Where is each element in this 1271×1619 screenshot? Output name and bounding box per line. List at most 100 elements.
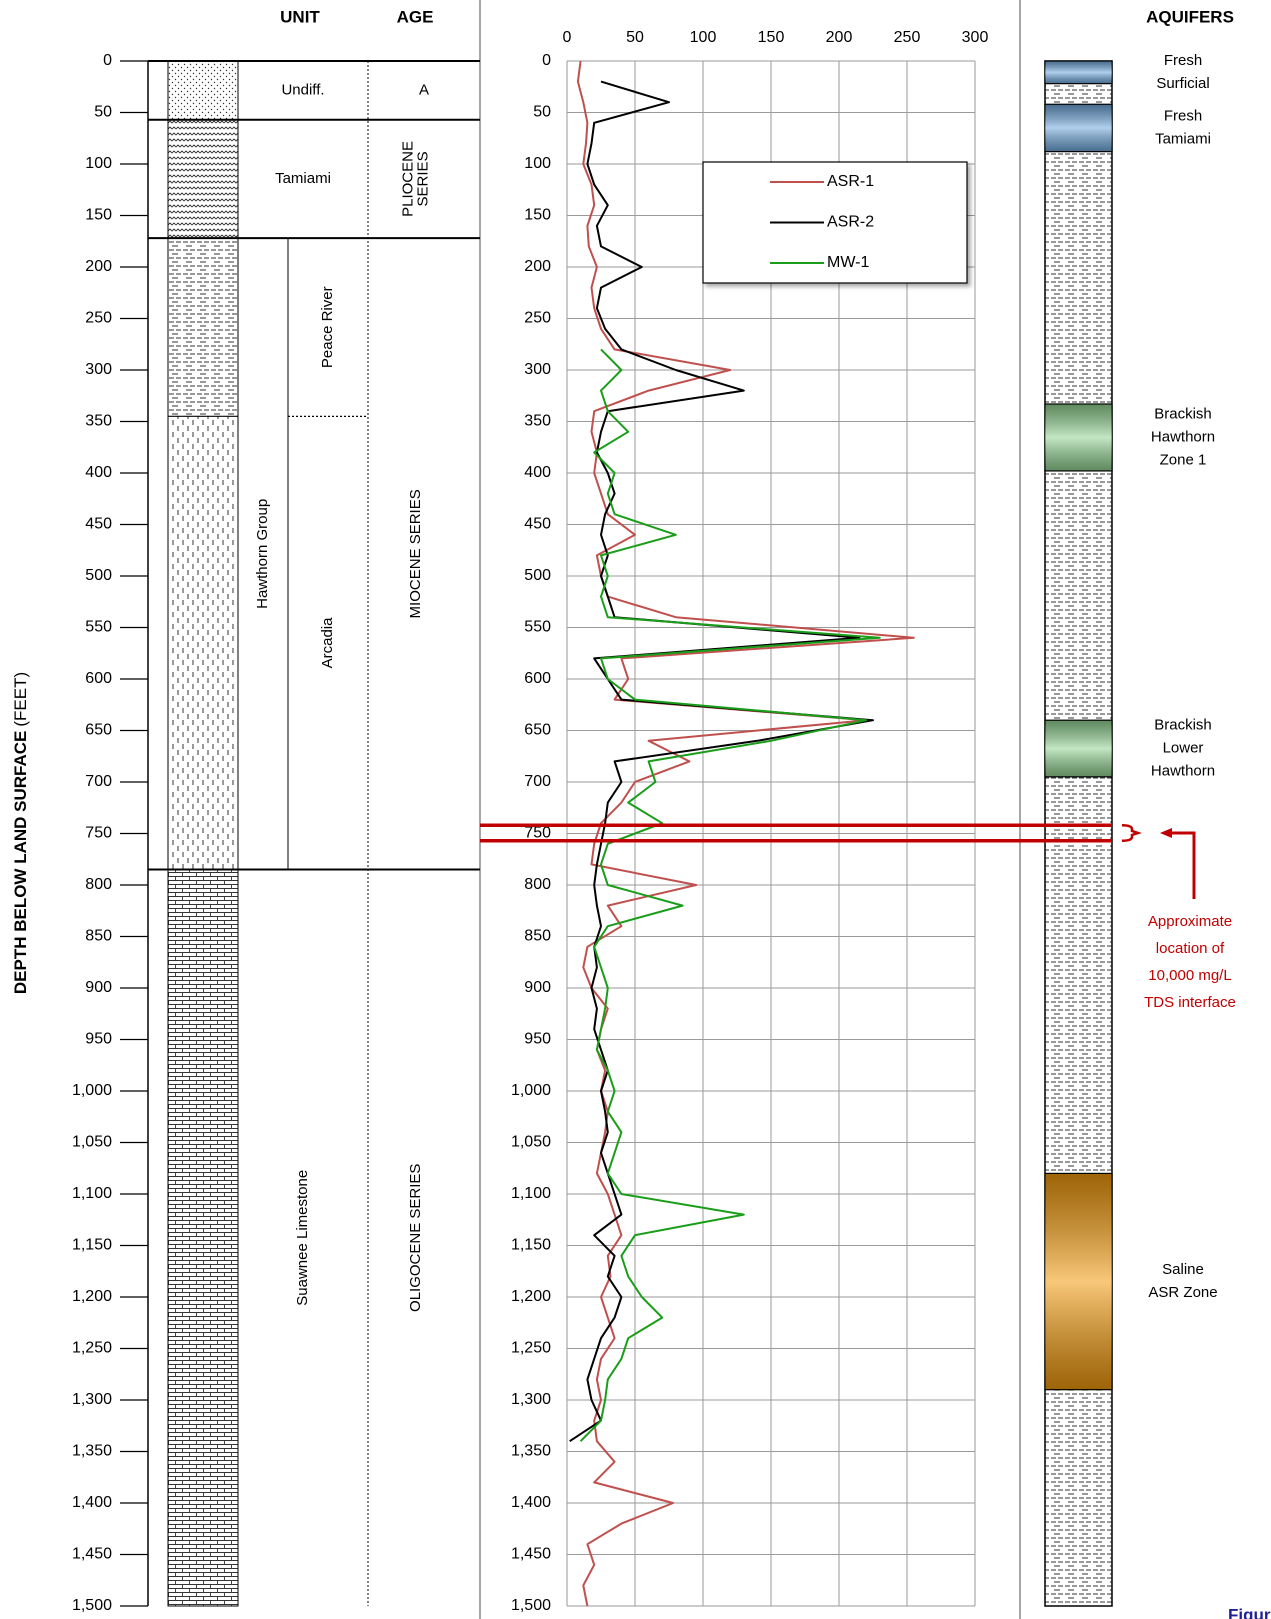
bracket [1122, 825, 1138, 840]
y-tick-label: 250 [524, 310, 551, 327]
y-tick-label: 450 [524, 516, 551, 533]
age-label: OLIGOCENE SERIES [407, 1164, 424, 1312]
depth-tick-label: 400 [85, 464, 112, 481]
aquifer-label: Hawthorn [1151, 428, 1215, 445]
x-tick-label: 0 [563, 29, 572, 46]
depth-tick-label: 600 [85, 670, 112, 687]
y-axis-unit: (FEET) [11, 672, 30, 727]
unit-label: Arcadia [319, 617, 336, 669]
figure-label: Figure 11 [1228, 1605, 1271, 1619]
unit-label: Suawnee Limestone [294, 1170, 311, 1306]
lithology [168, 61, 238, 120]
y-tick-label: 1,200 [511, 1288, 551, 1305]
depth-tick-label: 950 [85, 1031, 112, 1048]
aquifers-header: AQUIFERS [1146, 7, 1234, 26]
y-tick-label: 550 [524, 619, 551, 636]
aquifer-label: Fresh [1164, 107, 1202, 124]
lithology [168, 120, 238, 238]
y-tick-label: 900 [524, 979, 551, 996]
x-tick-label: 250 [894, 29, 921, 46]
depth-tick-label: 250 [85, 310, 112, 327]
depth-tick-label: 850 [85, 928, 112, 945]
depth-tick-label: 450 [85, 516, 112, 533]
depth-tick-label: 350 [85, 413, 112, 430]
y-tick-label: 1,100 [511, 1185, 551, 1202]
depth-tick-label: 1,350 [72, 1443, 112, 1460]
depth-tick-label: 1,000 [72, 1082, 112, 1099]
unit-label: Tamiami [275, 170, 331, 187]
y-tick-label: 1,400 [511, 1494, 551, 1511]
y-tick-label: 200 [524, 258, 551, 275]
aquifer-shade [1045, 720, 1112, 777]
lithology [168, 416, 238, 869]
chart: UNIT AGE AQUIFERS DEPTH BELOW LAND SURFA… [0, 0, 1271, 1619]
age-header: AGE [397, 7, 434, 26]
y-tick-label: 850 [524, 928, 551, 945]
annotation: Approximate [1148, 913, 1232, 930]
depth-tick-label: 300 [85, 361, 112, 378]
depth-tick-label: 1,300 [72, 1391, 112, 1408]
depth-tick-label: 700 [85, 773, 112, 790]
depth-tick-label: 1,400 [72, 1494, 112, 1511]
legend-label: MW-1 [827, 254, 869, 271]
y-tick-label: 950 [524, 1031, 551, 1048]
unit-label: Undiff. [281, 81, 324, 98]
log-curve [581, 349, 880, 1441]
unit-label: Peace River [319, 286, 336, 368]
group-label: Hawthorn Group [254, 499, 271, 609]
y-tick-label: 1,050 [511, 1134, 551, 1151]
x-tick-label: 200 [826, 29, 853, 46]
age-label: SERIES [414, 151, 431, 206]
y-tick-label: 50 [533, 104, 551, 121]
depth-tick-label: 900 [85, 979, 112, 996]
aquifer-label: Surficial [1156, 75, 1209, 92]
y-tick-label: 700 [524, 773, 551, 790]
aquifer-label: Tamiami [1155, 130, 1211, 147]
arrow-head [1160, 828, 1172, 838]
legend: ASR-1 ASR-2 MW-1 [703, 162, 967, 283]
y-tick-label: 1,450 [511, 1546, 551, 1563]
x-tick-label: 300 [962, 29, 989, 46]
y-tick-label: 1,300 [511, 1391, 551, 1408]
aquifer-label: Zone 1 [1160, 451, 1207, 468]
depth-tick-label: 1,100 [72, 1185, 112, 1202]
lithology [168, 238, 238, 416]
depth-tick-label: 1,050 [72, 1134, 112, 1151]
depth-tick-label: 750 [85, 825, 112, 842]
aquifer-label: Hawthorn [1151, 762, 1215, 779]
y-axis-title: DEPTH BELOW LAND SURFACE (FEET) [11, 672, 30, 994]
y-tick-label: 600 [524, 670, 551, 687]
y-tick-label: 650 [524, 722, 551, 739]
annotation: 10,000 mg/L [1148, 967, 1231, 984]
legend-label: ASR-2 [827, 214, 874, 231]
y-axis-label: DEPTH BELOW LAND SURFACE [11, 731, 30, 995]
aquifer-label: Fresh [1164, 52, 1202, 69]
depth-tick-label: 550 [85, 619, 112, 636]
depth-tick-label: 1,500 [72, 1597, 112, 1614]
y-tick-label: 0 [542, 52, 551, 69]
depth-tick-label: 1,250 [72, 1340, 112, 1357]
x-tick-label: 100 [690, 29, 717, 46]
y-tick-label: 150 [524, 207, 551, 224]
aquifer-label: Brackish [1154, 716, 1212, 733]
x-tick-label: 150 [758, 29, 785, 46]
aquifer-shade [1045, 61, 1112, 84]
aquifer-label: Saline [1162, 1261, 1204, 1278]
x-tick-label: 50 [626, 29, 644, 46]
y-tick-label: 500 [524, 567, 551, 584]
arrow [1170, 833, 1194, 899]
depth-tick-label: 1,150 [72, 1237, 112, 1254]
y-tick-label: 1,250 [511, 1340, 551, 1357]
aquifer-label: ASR Zone [1148, 1284, 1217, 1301]
lithology [168, 870, 238, 1606]
depth-tick-label: 0 [103, 52, 112, 69]
annotation: TDS interface [1144, 994, 1236, 1011]
age-label: A [419, 81, 429, 98]
aquifer-label: Brackish [1154, 405, 1212, 422]
y-tick-label: 800 [524, 876, 551, 893]
aquifer-shade [1045, 1173, 1112, 1389]
depth-tick-label: 500 [85, 567, 112, 584]
y-tick-label: 300 [524, 361, 551, 378]
legend-label: ASR-1 [827, 173, 874, 190]
y-tick-label: 1,500 [511, 1597, 551, 1614]
